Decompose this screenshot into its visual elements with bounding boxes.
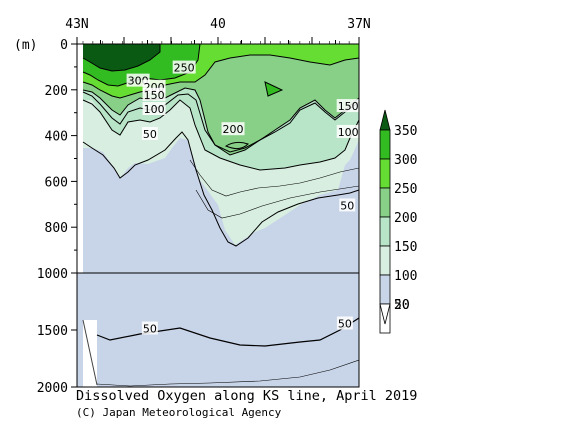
chart-credit: (C) Japan Meteorological Agency: [76, 406, 282, 419]
contour-label-background: [339, 198, 356, 212]
colorbar-top-triangle: [379, 109, 391, 131]
colorbar-bottom-triangle: [379, 303, 391, 325]
contour-label: 50: [338, 318, 352, 331]
contour-label-background: [141, 126, 158, 140]
colorbar-band: [379, 216, 391, 247]
x-tick-label: 43N: [65, 17, 88, 32]
colorbar-band: [379, 245, 391, 276]
y-tick-label: 1500: [37, 324, 68, 339]
colorbar-tick-label: 350: [394, 124, 417, 139]
no-data-strip: [77, 44, 83, 273]
oxygen-fill-layers: [77, 44, 359, 273]
colorbar-band: [379, 129, 391, 160]
contour-line-100: [82, 99, 359, 171]
contour-line-200: [82, 87, 359, 156]
deep-contour-line-thin: [96, 359, 359, 387]
contour-label-background: [336, 124, 360, 138]
y-tick-label: 2000: [37, 381, 68, 396]
deep-fill-layers: [77, 273, 359, 387]
x-axis: 43N 40 37N: [65, 17, 371, 44]
chart-title: Dissolved Oxygen along KS line, April 20…: [76, 388, 418, 404]
contour-line-thin-lower: [195, 185, 359, 219]
contour-line-250-closed: [264, 81, 284, 97]
y-tick-label: 200: [45, 84, 68, 99]
contour-line-200-eddy: [224, 141, 249, 150]
contour-line-150: [82, 91, 359, 153]
contour-label-background: [172, 60, 196, 74]
deep-no-data-diagonal: [82, 319, 98, 386]
deep-fill-band-50-100: [77, 273, 359, 387]
deep-contour-lines: [96, 317, 359, 387]
colorbar-tick-label: 50: [394, 298, 410, 313]
contour-label: 150: [144, 89, 165, 102]
colorbar-band: [379, 187, 391, 218]
y-tick-label: 800: [45, 221, 68, 236]
contour-label: 200: [223, 123, 244, 136]
y-tick-label: 600: [45, 175, 68, 190]
fill-local-minimum: [265, 82, 282, 96]
y-axis-unit-label: (m): [14, 38, 37, 53]
contour-line-50: [82, 131, 359, 247]
contour-label: 50: [340, 199, 354, 212]
contour-label-background: [336, 99, 360, 113]
colorbar-band: [379, 274, 391, 305]
colorbar-tick-label: 300: [394, 153, 417, 168]
contour-label-background: [221, 122, 245, 136]
x-tick-label: 40: [210, 17, 226, 32]
contour-label-background: [142, 87, 166, 101]
contour-label-background: [336, 316, 353, 330]
contour-line-thin-upper: [189, 159, 359, 197]
contour-label: 150: [338, 100, 359, 113]
x-tick-label: 37N: [347, 17, 370, 32]
y-tick-label: 400: [45, 130, 68, 145]
colorbar-band: [379, 158, 391, 189]
y-tick-label: 0: [60, 38, 68, 53]
contour-line-250: [82, 54, 359, 99]
colorbar-tick-label: 150: [394, 240, 417, 255]
contour-label: 250: [174, 62, 195, 75]
colorbar-tick-label: 250: [394, 182, 417, 197]
contour-label: 100: [144, 103, 165, 116]
colorbar-tick-label: 200: [394, 211, 417, 226]
contour-label: 100: [338, 126, 359, 139]
contour-label: 50: [143, 128, 157, 141]
y-tick-label: 1000: [37, 267, 68, 282]
contour-label-background: [142, 102, 166, 116]
contour-label-background: [141, 321, 158, 335]
colorbar-tick-label: 20: [394, 298, 410, 313]
colorbar-tick-label: 100: [394, 269, 417, 284]
deep-contour-line-50: [96, 317, 359, 347]
contour-line-350: [82, 44, 161, 72]
contour-label: 50: [143, 323, 157, 336]
y-axis: 0 200 400 600 800 1000 1500 2000: [37, 38, 77, 396]
